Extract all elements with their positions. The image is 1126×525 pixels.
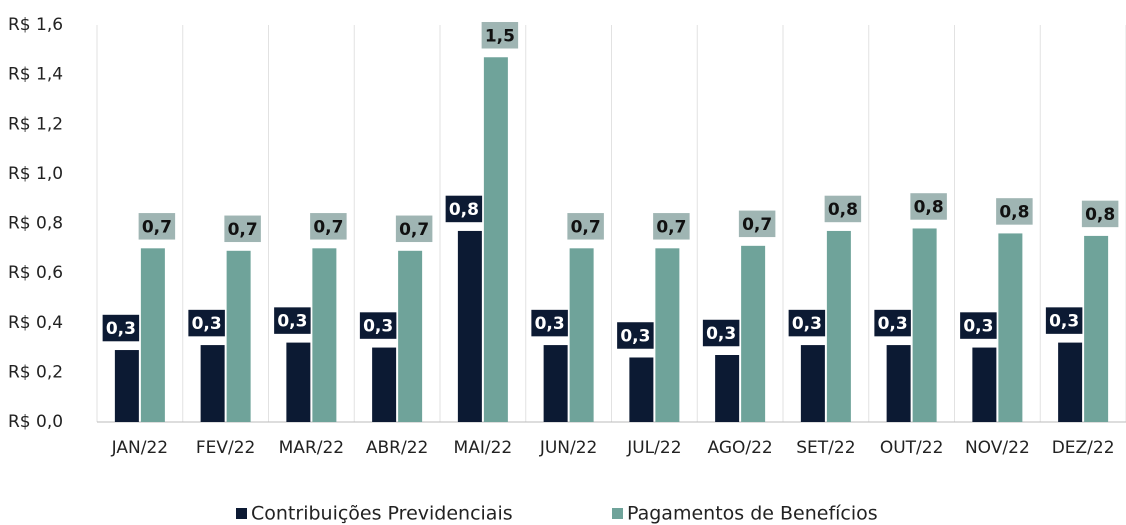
value-label-box (394, 214, 434, 244)
bar (655, 248, 680, 422)
value-label: 0,3 (706, 324, 736, 344)
x-tick-label: MAR/22 (279, 438, 344, 458)
bar (1084, 235, 1109, 422)
value-label-box (701, 318, 741, 348)
value-label-box (308, 211, 349, 242)
bar (200, 345, 225, 422)
bar (1058, 342, 1083, 422)
legend-label: Pagamentos de Benefícios (627, 503, 878, 525)
bar (483, 57, 508, 422)
value-label: 0,3 (277, 312, 307, 332)
value-label-box (787, 308, 827, 338)
bar (457, 230, 482, 422)
value-label: 0,8 (914, 197, 944, 217)
bar (226, 250, 251, 422)
x-tick-label: DEZ/22 (1052, 438, 1115, 458)
value-label: 0,8 (1085, 205, 1115, 225)
y-tick-label: R$ 0,8 (8, 214, 63, 234)
value-label: 0,8 (828, 200, 858, 220)
value-label: 0,3 (1049, 312, 1079, 332)
bar (715, 355, 740, 422)
value-label: 0,3 (106, 319, 136, 339)
bar (372, 347, 397, 422)
value-label: 0,3 (620, 326, 650, 346)
bar (826, 230, 851, 422)
value-label-box (529, 308, 570, 338)
value-label: 1,5 (485, 26, 515, 46)
y-tick-label: R$ 1,4 (8, 65, 63, 85)
bar (543, 345, 568, 422)
value-label-box (186, 308, 227, 338)
bar (114, 350, 139, 422)
value-label-box (872, 308, 913, 338)
value-label-box (737, 209, 777, 239)
bar (286, 342, 311, 422)
value-label: 0,3 (792, 314, 822, 334)
value-label-box (101, 313, 141, 343)
value-label-box (222, 214, 263, 244)
value-label: 0,3 (878, 314, 908, 334)
value-label: 0,3 (363, 317, 393, 337)
value-label: 0,3 (963, 317, 993, 337)
value-label-box (958, 310, 999, 341)
value-label-box (994, 196, 1035, 227)
value-label: 0,7 (742, 215, 772, 235)
bar (912, 228, 937, 422)
bar (972, 347, 997, 422)
y-tick-label: R$ 1,0 (8, 164, 63, 184)
legend-label: Contribuições Previdenciais (251, 503, 513, 525)
x-tick-label: JUL/22 (626, 438, 681, 458)
value-label-box (358, 310, 398, 341)
x-tick-label: FEV/22 (196, 438, 256, 458)
y-tick-label: R$ 1,6 (8, 15, 63, 35)
value-label-box (444, 194, 484, 224)
bar (998, 233, 1023, 422)
value-label: 0,7 (313, 217, 343, 237)
value-label-box (651, 211, 692, 242)
x-tick-label: NOV/22 (965, 438, 1030, 458)
value-label: 0,7 (228, 220, 258, 240)
value-label-box (565, 211, 606, 242)
value-label-box (615, 320, 656, 351)
bar (140, 248, 165, 422)
value-label: 0,7 (571, 217, 601, 237)
value-label-box (272, 305, 313, 336)
y-tick-label: R$ 0,6 (8, 263, 63, 283)
value-label: 0,7 (656, 217, 686, 237)
bar (569, 248, 594, 422)
value-label-box (908, 191, 949, 222)
value-label-box (1044, 305, 1084, 336)
bar (886, 345, 911, 422)
value-label-box (137, 211, 177, 242)
x-tick-label: AGO/22 (708, 438, 773, 458)
y-tick-label: R$ 0,0 (8, 412, 63, 432)
y-tick-label: R$ 0,2 (8, 362, 63, 382)
x-tick-label: OUT/22 (880, 438, 944, 458)
bar (741, 245, 766, 422)
x-tick-label: SET/22 (796, 438, 855, 458)
x-tick-label: MAI/22 (454, 438, 513, 458)
value-label: 0,7 (142, 217, 172, 237)
value-label-box (480, 20, 520, 51)
y-tick-label: R$ 1,2 (8, 114, 63, 134)
bar (800, 345, 825, 422)
y-tick-label: R$ 0,4 (8, 313, 63, 333)
value-label-box (823, 194, 863, 224)
value-label-box (1080, 199, 1120, 229)
legend-swatch (236, 508, 247, 519)
value-label: 0,3 (192, 314, 222, 334)
x-tick-label: ABR/22 (366, 438, 428, 458)
bar (312, 248, 337, 422)
x-tick-label: JUN/22 (539, 438, 598, 458)
bar (398, 250, 423, 422)
x-tick-label: JAN/22 (111, 438, 168, 458)
value-label: 0,3 (535, 314, 565, 334)
value-label: 0,8 (999, 202, 1029, 222)
value-label: 0,8 (449, 200, 479, 220)
value-label: 0,7 (399, 220, 429, 240)
bar (629, 357, 654, 422)
legend-swatch (612, 508, 623, 519)
